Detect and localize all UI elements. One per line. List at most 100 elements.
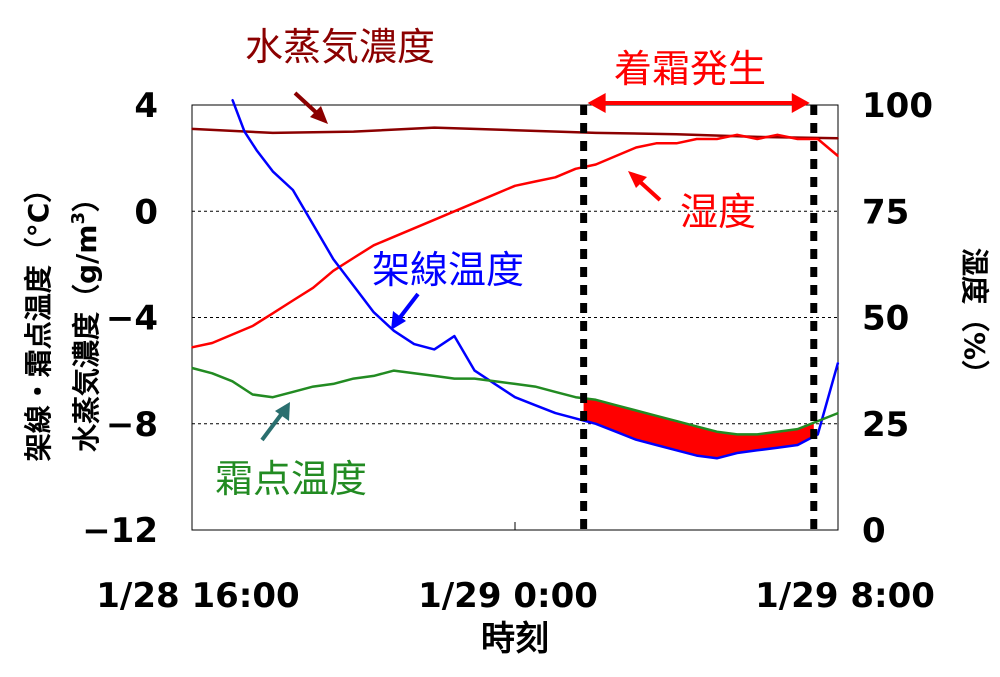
series-point <box>756 449 759 452</box>
series-point <box>837 412 839 414</box>
series-point <box>595 163 597 166</box>
left-axis-label-2: 水蒸気濃度（g/m3） <box>68 184 103 452</box>
series-point <box>251 393 254 396</box>
series-point <box>534 404 536 407</box>
left-axis-ticks: 4 0 −4 −8 −12 <box>82 86 158 551</box>
series-point <box>393 236 395 238</box>
wire-pointer <box>391 292 420 330</box>
series-point <box>554 176 557 179</box>
vapor-label: 水蒸気濃度 <box>245 25 435 69</box>
right-tick-label: 50 <box>862 299 909 339</box>
series-point <box>554 412 557 414</box>
series-line <box>191 366 839 436</box>
x-tick-label: 1/29 0:00 <box>418 576 598 616</box>
series-point <box>716 457 718 460</box>
series-point <box>756 433 759 436</box>
series-point <box>695 425 698 428</box>
series-point <box>837 137 839 139</box>
series-line <box>231 99 840 460</box>
series-point <box>494 193 496 196</box>
frost-region-fill <box>583 398 814 459</box>
series-group <box>191 98 840 460</box>
series-point <box>635 438 637 441</box>
series-point <box>352 284 355 287</box>
series-point <box>413 343 415 345</box>
series-point <box>514 383 516 385</box>
series-point <box>736 134 738 136</box>
series-point <box>191 346 193 349</box>
frost-point-pointer <box>260 402 290 442</box>
series-point <box>615 155 617 157</box>
left-tick-label: 4 <box>134 86 158 126</box>
right-tick-label: 0 <box>862 511 886 551</box>
series-point <box>574 417 577 420</box>
series-point <box>695 138 698 140</box>
series-point <box>796 138 799 140</box>
series-point <box>413 372 415 375</box>
series-point <box>231 98 234 101</box>
series-point <box>837 155 839 157</box>
series-point <box>473 369 476 372</box>
series-point <box>595 132 597 134</box>
left-tick-label: −4 <box>106 299 158 339</box>
series-point <box>574 168 577 170</box>
series-point <box>675 142 678 145</box>
left-tick-label: −8 <box>106 405 158 445</box>
series-point <box>453 335 456 337</box>
series-point <box>372 244 375 247</box>
series-point <box>292 299 294 302</box>
series-point <box>332 258 335 260</box>
series-point <box>292 189 294 191</box>
series-point <box>615 430 617 433</box>
series-point <box>817 433 819 436</box>
left-tick-label: −12 <box>82 511 158 551</box>
frost-period-label: 着霜発生 <box>614 47 766 91</box>
right-tick-label: 25 <box>862 405 909 445</box>
series-point <box>595 399 597 401</box>
series-point <box>433 219 436 221</box>
series-point <box>756 138 759 140</box>
series-point <box>231 333 234 336</box>
series-point <box>211 342 213 344</box>
series-line <box>191 133 839 349</box>
series-point <box>756 136 759 138</box>
vapor-pointer <box>293 91 328 124</box>
left-axis-label-2-end: ） <box>70 184 103 212</box>
series-point <box>332 383 335 385</box>
series-point <box>231 380 234 383</box>
series-point <box>635 409 637 412</box>
series-point <box>255 149 258 151</box>
series-point <box>635 146 637 149</box>
series-point <box>433 126 436 129</box>
series-point <box>534 385 536 388</box>
series-point <box>695 454 698 457</box>
frost-point-label: 霜点温度 <box>215 457 367 501</box>
series-point <box>453 377 456 380</box>
series-point <box>494 380 496 383</box>
x-axis-ticks: 1/28 16:00 1/29 0:00 1/29 8:00 <box>96 522 935 616</box>
series-point <box>514 396 516 399</box>
series-point <box>655 142 658 145</box>
series-point <box>716 430 718 433</box>
series-point <box>655 415 658 417</box>
series-point <box>312 223 314 226</box>
right-tick-label: 100 <box>862 86 933 126</box>
right-tick-label: 75 <box>862 192 909 232</box>
series-point <box>433 348 436 351</box>
x-tick-label: 1/28 16:00 <box>96 576 299 616</box>
series-point <box>312 385 314 388</box>
frost-arrow-head-left <box>587 93 606 113</box>
series-point <box>716 138 718 140</box>
left-axis-label-2-main: 水蒸気濃度（g/m <box>70 225 103 452</box>
series-point <box>776 446 779 449</box>
series-point <box>776 134 779 136</box>
series-point <box>191 367 193 369</box>
series-point <box>736 433 738 436</box>
series-point <box>595 423 597 425</box>
series-point <box>776 430 779 433</box>
series-point <box>615 404 617 407</box>
series-point <box>494 383 496 385</box>
left-axis-label-2-sup: 3 <box>68 212 89 225</box>
series-point <box>453 210 456 213</box>
